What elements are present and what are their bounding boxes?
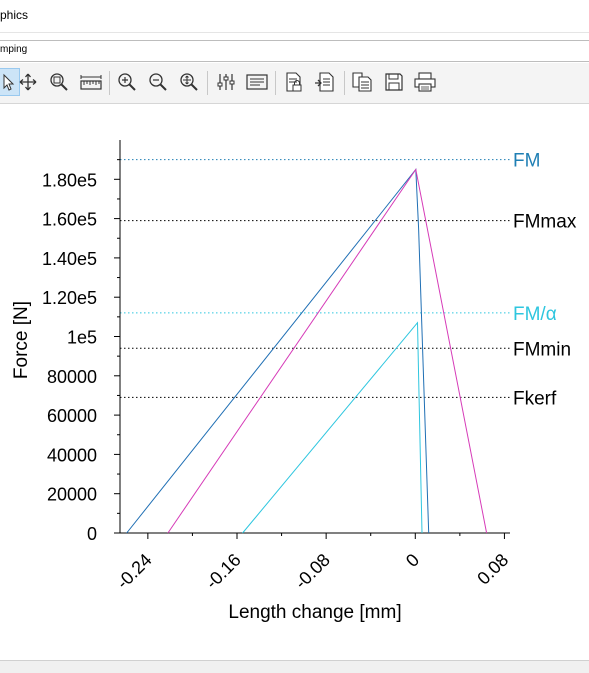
reference-line-label: FMmax <box>513 212 577 233</box>
report-export-button[interactable] <box>311 68 339 96</box>
toolbar-separator <box>275 71 276 95</box>
zoom-fit-button[interactable] <box>175 68 203 96</box>
pointer-button[interactable] <box>0 68 20 96</box>
window-title: phics <box>0 8 29 22</box>
x-tick-label: 0.08 <box>473 550 512 589</box>
y-tick-label: 0 <box>87 524 97 544</box>
y-tick-label: 80000 <box>47 367 97 387</box>
reference-line-label: FM/α <box>513 304 557 325</box>
y-tick-label: 40000 <box>47 445 97 465</box>
print-icon <box>414 72 436 92</box>
status-bar <box>0 660 589 673</box>
series-line <box>167 168 488 534</box>
force-length-chart: FM FMmax FM/α FMmin Fkerf 0 20000 40000 60000 800… <box>11 140 577 623</box>
title-bar: phics <box>0 0 589 33</box>
zoom-in-icon <box>118 73 136 91</box>
x-tick-label: -0.24 <box>113 550 156 593</box>
report-lock-icon <box>286 72 302 92</box>
reference-line-label: FMmin <box>513 339 571 360</box>
y-tick-label: 1.80e5 <box>42 170 97 190</box>
pointer-icon <box>3 73 15 91</box>
save-button[interactable] <box>380 68 408 96</box>
tab-strip: mping <box>0 40 589 62</box>
toolbar-separator <box>207 71 208 95</box>
copy-button[interactable] <box>348 68 376 96</box>
pan-button[interactable] <box>14 68 42 96</box>
save-icon <box>385 73 403 91</box>
zoom-out-icon <box>149 73 167 91</box>
tab-damping[interactable]: mping <box>0 44 28 55</box>
report-lock-button[interactable] <box>280 68 308 96</box>
measure-button[interactable] <box>77 68 105 96</box>
copy-icon <box>352 72 372 92</box>
zoom-box-icon <box>50 73 68 91</box>
y-tick-label: 1.60e5 <box>42 210 97 230</box>
report-export-icon <box>315 72 334 92</box>
toolbar <box>0 63 589 104</box>
legend-button[interactable] <box>243 68 271 96</box>
x-tick-label: -0.08 <box>291 550 334 593</box>
reference-line-label: Fkerf <box>513 388 557 409</box>
toolbar-separator <box>109 71 110 95</box>
sliders-icon <box>217 74 235 90</box>
zoom-fit-icon <box>180 73 198 91</box>
y-tick-label: 1.20e5 <box>42 288 97 308</box>
series-line <box>242 321 423 534</box>
y-tick-label: 20000 <box>47 485 97 505</box>
zoom-box-button[interactable] <box>45 68 73 96</box>
plot-area[interactable]: FM FMmax FM/α FMmin Fkerf 0 20000 40000 60000 800… <box>0 104 589 660</box>
y-tick-label: 1.40e5 <box>42 249 97 269</box>
sliders-button[interactable] <box>212 68 240 96</box>
y-tick-label: 60000 <box>47 406 97 426</box>
zoom-out-button[interactable] <box>144 68 172 96</box>
y-tick-label: 1e5 <box>67 328 97 348</box>
toolbar-separator <box>344 71 345 95</box>
x-tick-label: 0 <box>402 550 423 571</box>
reference-line-label: FM <box>513 151 540 172</box>
legend-icon <box>246 74 268 90</box>
x-tick-label: -0.16 <box>202 550 245 593</box>
x-axis-label: Length change [mm] <box>228 602 401 623</box>
y-axis-label: Force [N] <box>11 301 32 379</box>
pan-icon <box>19 73 37 91</box>
series-line <box>126 168 430 534</box>
print-button[interactable] <box>411 68 439 96</box>
zoom-in-button[interactable] <box>113 68 141 96</box>
measure-icon <box>80 75 102 90</box>
